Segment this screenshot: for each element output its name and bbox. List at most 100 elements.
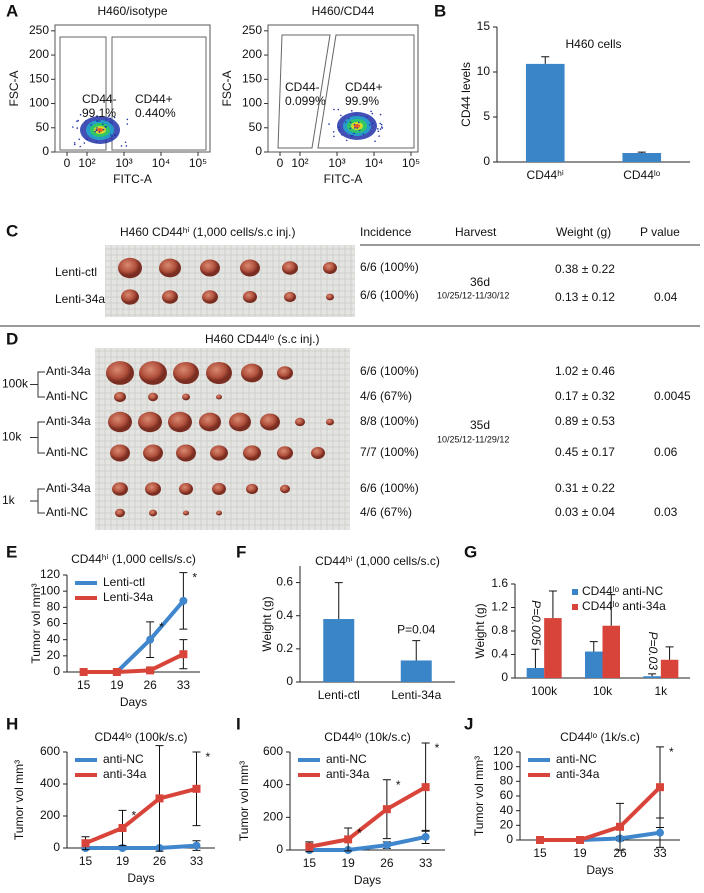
y-tick-label: 50 [249,120,263,134]
gate-name: CD44- [82,92,117,106]
marker [382,805,391,814]
tumor [138,411,162,433]
x-tick-label: 15 [303,856,317,870]
y-tick-label: 200 [242,47,262,61]
table-header: Incidence [360,225,412,239]
line [85,843,197,850]
x-tick-label: CD44ˡᵒ [623,168,661,182]
event [379,113,382,116]
event [333,135,335,138]
tumor [118,257,142,279]
event [85,120,87,122]
legend-swatch [572,589,578,595]
marker [118,824,127,832]
legend-label: anti-34a [103,767,147,781]
tumor [246,483,258,495]
tumor [162,290,178,304]
y-tick-label: 120 [493,744,513,758]
tumor [216,510,222,516]
y-tick-label: 50 [36,120,50,134]
y-tick-label: 0 [483,154,490,168]
significance: * [192,571,197,585]
y-axis-label: FSC-A [7,71,21,107]
y-tick-label: 200 [29,47,49,61]
legend-label: anti-34a [556,767,600,781]
y-tick-label: 0.8 [491,623,508,637]
marker [155,794,164,803]
x-tick-label: 10k [593,684,613,698]
event [126,118,129,121]
significance: * [396,778,401,792]
legend-label: anti-NC [326,752,367,766]
p-value: 0.04 [654,290,678,304]
incidence: 6/6 (100%) [360,260,419,274]
y-tick-label: 0.4 [491,647,508,661]
x-tick-label: Lenti-34a [391,688,441,702]
event [72,126,74,128]
event [371,122,374,125]
bar [525,63,565,162]
y-tick-label: 60 [47,616,61,630]
event [338,126,340,129]
gate-name: CD44- [285,80,320,94]
p-value: 0.06 [654,445,678,459]
panel-label: H [6,714,18,733]
legend-label: anti-NC [103,752,144,766]
y-tick-label: 0.6 [276,575,293,589]
event [377,130,380,133]
tumor [183,510,189,516]
x-tick-label: 26 [613,846,627,860]
x-tick-label: 10⁴ [365,156,384,170]
gate [59,36,107,151]
panel-label: B [434,1,446,20]
panel-label: A [6,1,18,20]
row-label: Lenti-ctl [55,265,97,279]
x-tick-label: 19 [110,678,124,692]
event [98,131,101,133]
marker [536,836,544,844]
event [79,145,82,148]
event [85,138,88,140]
event [109,121,112,124]
marker [344,835,353,844]
event [349,127,352,130]
event [347,117,350,120]
event [374,140,376,142]
tumor [108,411,132,433]
line [84,786,198,846]
tumor [179,483,193,495]
incidence: 7/7 (100%) [360,445,419,459]
table-header: P value [640,225,680,239]
row-label: Anti-34a [46,414,91,428]
error-bar [412,640,421,661]
event [76,120,78,123]
x-tick-label: 33 [653,846,667,860]
marker [305,842,314,851]
event [95,140,98,143]
x-tick-label: 10³ [328,156,345,170]
marker [656,828,664,837]
event [96,127,98,129]
tumor [149,509,157,517]
event [333,108,335,111]
density [354,124,360,128]
marker [616,822,624,831]
bracket [30,488,45,514]
x-tick-label: 33 [190,854,204,868]
table-header: Harvest [455,225,497,239]
bar [602,625,620,678]
marker [146,666,155,675]
x-tick-label: 33 [419,856,433,870]
bar [526,668,545,678]
gate [111,36,207,151]
incidence: 6/6 (100%) [360,481,419,495]
x-tick-label: 10² [291,156,308,170]
panel-letters: A B C D E F G H I J [6,1,477,733]
harvest-dates: 10/25/12-11/29/12 [437,434,509,444]
weight: 0.31 ± 0.22 [555,481,615,495]
tumor [145,482,161,496]
gate-name: CD44+ [345,80,383,94]
x-tick-label: 15 [533,846,547,860]
y-tick-label: 1.2 [491,600,508,614]
